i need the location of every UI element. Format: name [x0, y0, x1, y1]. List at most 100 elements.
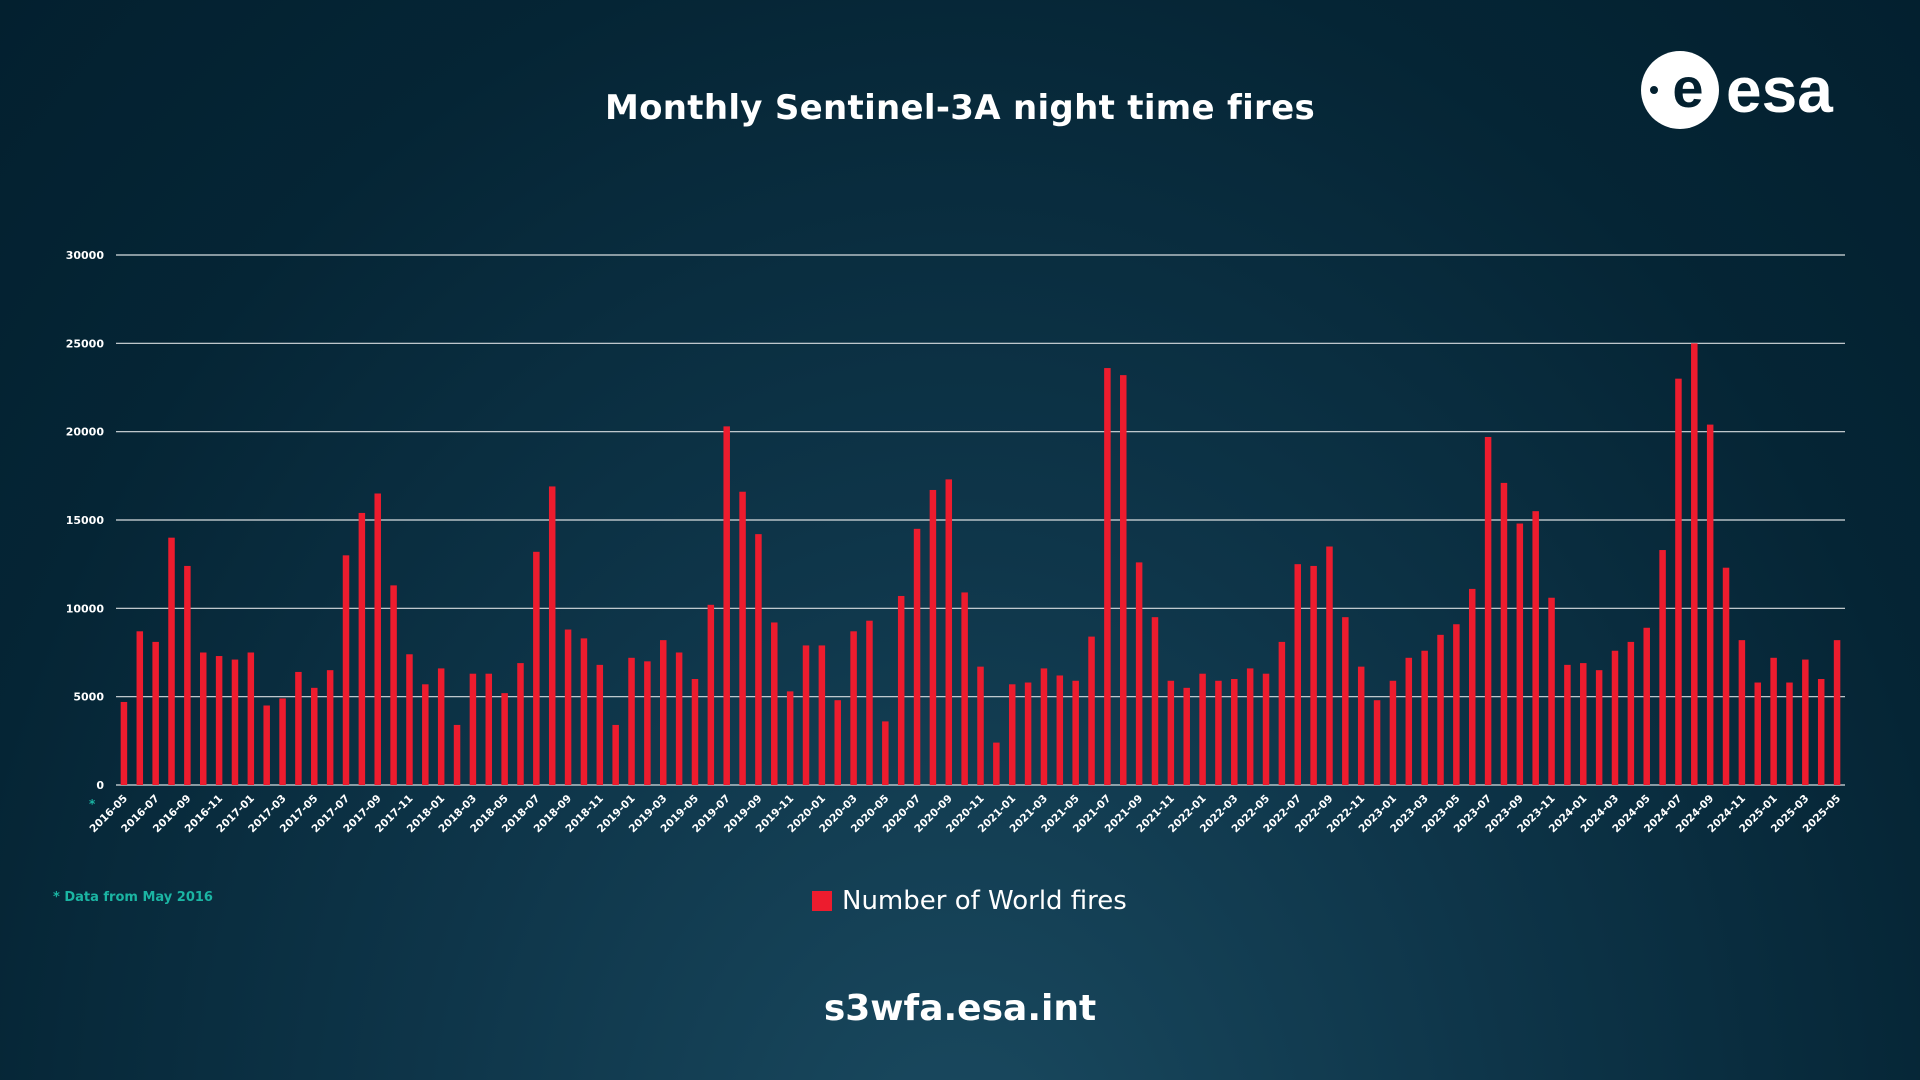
bar-2017-10 — [390, 585, 397, 785]
bar-2017-08 — [358, 512, 366, 785]
bar-2025-05 — [1833, 640, 1841, 785]
bar-2016-06 — [136, 631, 144, 785]
bar-2021-01 — [1008, 684, 1016, 785]
bar-2018-01 — [437, 668, 445, 785]
y-tick-label: 20000 — [66, 426, 105, 439]
bar-2017-12 — [422, 684, 429, 785]
bar-2017-01 — [247, 652, 255, 785]
bar-2025-03 — [1802, 659, 1809, 785]
bar-2021-02 — [1024, 682, 1032, 785]
bar-2024-04 — [1627, 641, 1635, 785]
bar-2019-02 — [644, 661, 651, 785]
bar-2021-05 — [1072, 680, 1079, 785]
bar-2018-05 — [501, 693, 508, 785]
legend: Number of World fires — [812, 886, 1127, 916]
bar-2018-04 — [485, 673, 493, 785]
bar-2017-02 — [263, 705, 270, 785]
bar-2018-02 — [453, 724, 461, 785]
y-tick-label: 0 — [96, 779, 104, 792]
bar-2022-08 — [1310, 565, 1317, 785]
y-tick-label: 30000 — [66, 249, 105, 262]
bar-2020-03 — [850, 631, 857, 785]
bar-2018-10 — [580, 638, 588, 785]
svg-text:e: e — [1672, 56, 1703, 119]
bar-2023-06 — [1468, 588, 1476, 785]
bar-2020-02 — [834, 700, 841, 785]
bar-2022-12 — [1373, 700, 1381, 785]
bar-2022-04 — [1246, 668, 1254, 785]
bar-2019-12 — [802, 645, 810, 785]
bar-2021-10 — [1151, 617, 1159, 785]
bar-2020-05 — [882, 721, 889, 785]
bar-2023-04 — [1437, 634, 1444, 785]
bar-2020-08 — [929, 489, 937, 785]
bar-2018-03 — [469, 673, 477, 785]
bar-2018-06 — [517, 663, 524, 785]
bar-2024-01 — [1580, 663, 1587, 785]
bar-2025-01 — [1770, 657, 1777, 785]
bar-2016-07 — [152, 641, 159, 785]
bar-2020-06 — [897, 595, 905, 785]
bar-2020-10 — [961, 592, 968, 785]
bar-2023-05 — [1453, 624, 1460, 785]
bar-2024-05 — [1643, 627, 1650, 785]
bar-2022-02 — [1215, 680, 1222, 785]
bar-2022-01 — [1199, 673, 1206, 785]
chart-title: Monthly Sentinel-3A night time fires — [604, 88, 1316, 128]
bar-2024-06 — [1659, 550, 1666, 785]
data-note: * Data from May 2016 — [53, 890, 213, 905]
bar-2017-06 — [326, 670, 334, 785]
asterisk-marker: * — [89, 797, 96, 811]
bar-2021-06 — [1088, 636, 1095, 785]
bar-2020-04 — [866, 620, 873, 785]
bar-2022-06 — [1278, 641, 1286, 785]
bar-2021-11 — [1167, 680, 1175, 785]
bar-2024-11 — [1738, 640, 1746, 785]
bar-2018-09 — [564, 629, 572, 785]
bar-2019-09 — [755, 534, 762, 785]
svg-text:esa: esa — [1726, 54, 1833, 126]
bar-2018-08 — [548, 486, 556, 785]
bar-2019-03 — [660, 640, 667, 785]
bar-2016-08 — [168, 537, 175, 785]
bar-2022-10 — [1342, 617, 1349, 785]
bar-2024-03 — [1611, 650, 1619, 785]
bar-2023-11 — [1548, 597, 1555, 785]
bar-2016-05 — [120, 701, 128, 785]
bar-2022-05 — [1262, 673, 1270, 785]
bar-2017-07 — [342, 555, 350, 785]
bar-2019-04 — [675, 652, 683, 785]
bar-2023-07 — [1484, 436, 1492, 785]
bar-2024-12 — [1754, 682, 1762, 785]
bar-2023-01 — [1389, 680, 1397, 785]
bar-2019-10 — [771, 622, 778, 785]
bar-2019-07 — [723, 426, 730, 785]
bar-2022-07 — [1294, 564, 1301, 785]
bar-2019-11 — [786, 691, 794, 785]
bar-2024-09 — [1706, 424, 1714, 785]
bar-2016-11 — [215, 656, 223, 785]
bar-2022-03 — [1231, 679, 1238, 785]
bar-2018-11 — [596, 664, 604, 785]
bar-chart: 0500010000150002000025000300002016-05201… — [66, 249, 1845, 811]
y-tick-label: 10000 — [66, 602, 105, 615]
bar-2020-07 — [913, 528, 921, 785]
bar-2017-03 — [279, 698, 286, 785]
bar-2025-04 — [1817, 679, 1825, 785]
bar-2016-12 — [231, 659, 239, 785]
bar-2023-12 — [1564, 664, 1571, 785]
bar-2021-03 — [1040, 668, 1048, 785]
bar-2023-08 — [1500, 482, 1508, 785]
bar-2020-12 — [993, 742, 1000, 785]
bar-2021-07 — [1104, 368, 1111, 785]
bar-2024-02 — [1595, 670, 1603, 785]
legend-swatch — [812, 891, 832, 911]
bar-2017-04 — [295, 671, 302, 785]
bar-2024-10 — [1722, 567, 1730, 785]
y-tick-label: 15000 — [66, 514, 105, 527]
y-tick-label: 25000 — [66, 337, 105, 350]
bar-2021-08 — [1120, 375, 1127, 785]
y-tick-label: 5000 — [73, 691, 104, 704]
bar-2019-05 — [691, 679, 699, 785]
website-url: s3wfa.esa.int — [823, 988, 1097, 1029]
